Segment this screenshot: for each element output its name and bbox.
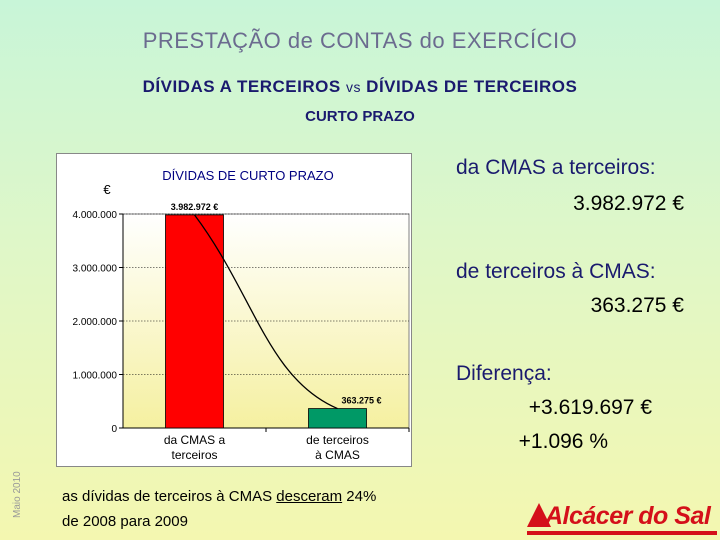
chart-unit-label: € <box>103 182 111 197</box>
note-pre: as dívidas de terceiros à CMAS <box>62 488 277 505</box>
label-diff: Diferença: <box>456 362 552 385</box>
plot-area: 0 1.000.000 2.000.000 3.000.000 4.000.000 3.9… <box>73 202 410 462</box>
y-tick-label: 1.000.000 <box>73 371 118 382</box>
page-title: PRESTAÇÃO de CONTAS do EXERCÍCIO <box>142 28 578 53</box>
x-tick-label: da CMAS a <box>164 433 226 447</box>
side-date: Maio 2010 <box>12 471 23 518</box>
trend-line <box>193 214 338 410</box>
value-from-third: 363.275 € <box>590 294 684 317</box>
term-label: CURTO PRAZO <box>305 108 415 125</box>
logo-underline <box>527 531 717 535</box>
y-tick-label: 4.000.000 <box>73 210 118 221</box>
x-tick-label: à CMAS <box>315 448 360 462</box>
subtitle-right: DÍVIDAS DE TERCEIROS <box>366 77 578 96</box>
note-underlined: desceram <box>276 488 343 505</box>
value-diff: +3.619.697 € <box>528 396 652 419</box>
value-diff-pct: +1.096 % <box>518 430 608 453</box>
subtitle-left: DÍVIDAS A TERCEIROS <box>142 77 341 96</box>
chart-container: DÍVIDAS DE CURTO PRAZO € 0 1.000.000 2.000… <box>56 153 412 467</box>
data-label: 3.982.972 € <box>171 202 219 212</box>
bar-chart: DÍVIDAS DE CURTO PRAZO € 0 1.000.000 2.000… <box>73 168 410 462</box>
data-label: 363.275 € <box>341 396 381 406</box>
logo-mark-icon <box>527 503 551 527</box>
label-to-third: da CMAS a terceiros: <box>456 156 656 179</box>
x-tick-label: terceiros <box>171 448 217 462</box>
page-subtitle: DÍVIDAS A TERCEIROS vs DÍVIDAS DE TERCEI… <box>0 77 720 97</box>
note-line2: de 2008 para 2009 <box>62 513 188 530</box>
value-to-third: 3.982.972 € <box>573 192 684 215</box>
subtitle-vs: vs <box>345 79 361 95</box>
logo-text: Alcácer do Sal <box>545 502 711 530</box>
label-from-third: de terceiros à CMAS: <box>456 260 656 283</box>
bar <box>165 214 224 429</box>
note-post: 24% <box>342 488 377 505</box>
y-tick-label: 3.000.000 <box>73 264 118 275</box>
y-tick-label: 2.000.000 <box>73 317 118 328</box>
footnote: as dívidas de terceiros à CMAS desceram … <box>62 484 442 534</box>
logo: Alcácer do Sal <box>527 502 711 532</box>
y-tick-label: 0 <box>111 424 117 435</box>
chart-title: DÍVIDAS DE CURTO PRAZO <box>162 168 333 183</box>
x-tick-label: de terceiros <box>306 433 369 447</box>
bar <box>308 408 367 429</box>
